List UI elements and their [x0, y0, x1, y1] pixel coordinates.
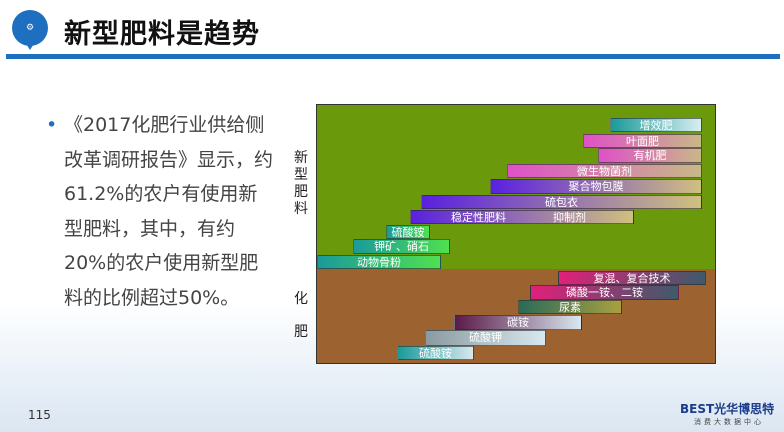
bar: 增效肥	[610, 118, 702, 132]
title-divider	[6, 54, 780, 59]
bar: 硫包衣	[421, 195, 702, 209]
bar: 微生物菌剂	[507, 164, 702, 178]
page-title: 新型肥料是趋势	[64, 19, 260, 50]
bar-label: 抑制剂	[553, 211, 586, 224]
brand-name: BEST光华博思特	[680, 402, 775, 416]
brand-subtitle: 消费大数据中心	[694, 418, 764, 426]
bar: 硫酸铵	[397, 346, 474, 360]
bar: 磷酸一铵、二铵	[530, 285, 679, 300]
new-fertilizer-label: 新型肥料	[294, 150, 308, 217]
chemical-fertilizer-label-1: 化	[294, 291, 308, 307]
bar: 碳铵	[454, 315, 582, 330]
bullet-text: 《2017化肥行业供给侧改革调研报告》显示，约61.2%的农户有使用新型肥料，其…	[64, 114, 274, 309]
chemical-fertilizer-label-2: 肥	[294, 324, 308, 340]
bullet-icon: •	[46, 114, 58, 136]
bar: 动物骨粉	[317, 255, 441, 269]
page-number: 115	[28, 408, 51, 422]
brand-logo: BEST光华博思特 消费大数据中心	[680, 400, 774, 427]
fertilizer-evolution-diagram: 增效肥 叶面肥 有机肥 微生物菌剂 聚合物包膜 硫包衣 稳定性肥料 抑制剂 硫酸…	[316, 104, 716, 364]
bar: 钾矿、硝石	[353, 239, 450, 254]
bar-label: 稳定性肥料	[451, 211, 506, 224]
bar: 聚合物包膜	[490, 179, 702, 194]
bar: 稳定性肥料 抑制剂	[410, 210, 634, 224]
bar: 有机肥	[598, 148, 702, 163]
bar: 尿素	[518, 300, 622, 314]
bullet-text-block: • 《2017化肥行业供给侧改革调研报告》显示，约61.2%的农户有使用新型肥料…	[46, 108, 276, 315]
bar: 硫酸钾	[425, 330, 546, 346]
bar: 复混、复合技术	[558, 271, 706, 285]
bar: 叶面肥	[583, 134, 702, 148]
bar: 硫酸铵	[386, 225, 430, 239]
logo-icon: ⚙	[12, 10, 48, 50]
